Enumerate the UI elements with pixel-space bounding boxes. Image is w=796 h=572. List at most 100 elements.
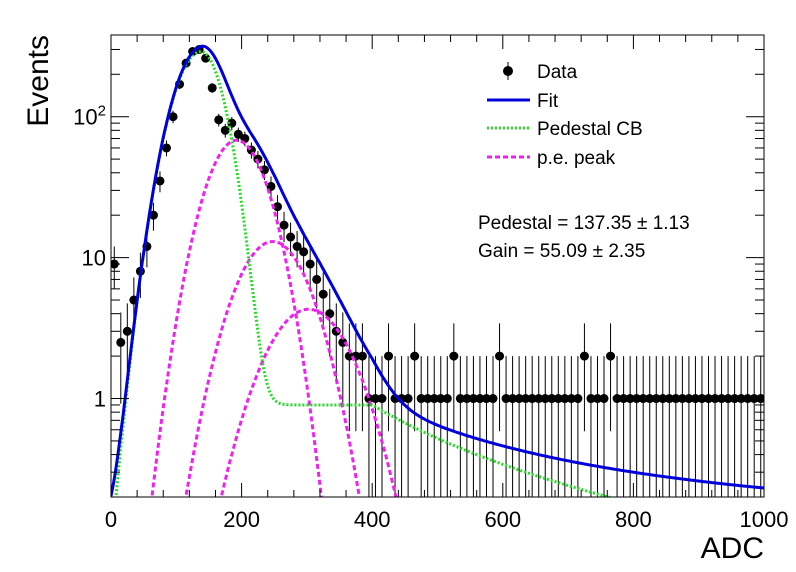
data-point <box>521 356 531 497</box>
data-point <box>403 356 413 497</box>
data-marker <box>521 394 531 404</box>
data-point <box>730 356 740 497</box>
data-marker <box>416 394 426 404</box>
data-point <box>690 356 700 497</box>
plot-area <box>111 44 764 497</box>
data-point <box>697 356 707 497</box>
data-marker <box>384 351 394 361</box>
data-point <box>468 356 478 497</box>
data-marker <box>573 394 583 404</box>
data-marker <box>736 394 746 404</box>
data-marker <box>540 394 550 404</box>
data-marker <box>710 394 720 404</box>
pe-peak-curve <box>219 307 398 497</box>
data-point <box>370 356 380 497</box>
data-point <box>325 288 335 357</box>
data-point <box>220 123 230 138</box>
data-point <box>279 211 289 243</box>
data-marker <box>162 143 172 153</box>
data-marker <box>612 394 622 404</box>
y-tick-exponent: 2 <box>98 103 106 120</box>
data-marker <box>501 394 511 404</box>
x-tick-label: 200 <box>223 507 260 532</box>
data-point <box>664 356 674 497</box>
data-point <box>227 117 237 130</box>
data-marker <box>651 394 661 404</box>
data-marker <box>717 394 727 404</box>
data-point <box>416 356 426 497</box>
data-marker <box>553 394 563 404</box>
gain-annotation: Gain = 55.09 ± 2.35 <box>478 241 645 262</box>
data-point <box>273 195 283 221</box>
legend-data-marker <box>503 66 513 76</box>
data-marker <box>436 394 446 404</box>
pedestal-annotation: Pedestal = 137.35 ± 1.13 <box>478 213 690 234</box>
data-marker <box>233 129 243 139</box>
data-marker <box>592 394 602 404</box>
data-marker <box>462 394 472 404</box>
data-point <box>579 323 589 432</box>
data-point <box>214 113 224 127</box>
x-tick-label: 800 <box>615 507 652 532</box>
data-point <box>566 356 576 497</box>
data-marker <box>273 202 283 212</box>
data-marker <box>423 394 433 404</box>
data-marker <box>292 241 302 251</box>
data-point <box>364 356 374 497</box>
data-marker <box>286 232 296 242</box>
data-marker <box>664 394 674 404</box>
data-point <box>553 356 563 497</box>
data-point <box>638 356 648 497</box>
y-tick-label: 10 <box>82 246 106 271</box>
legend-pe-label: p.e. peak <box>537 148 616 169</box>
data-marker <box>344 351 354 361</box>
data-marker <box>429 394 439 404</box>
data-marker <box>723 394 733 404</box>
data-marker <box>606 351 616 361</box>
data-marker <box>488 394 498 404</box>
data-point <box>495 323 505 432</box>
data-marker <box>259 165 269 175</box>
data-point <box>684 356 694 497</box>
data-marker <box>227 118 237 128</box>
data-marker <box>730 394 740 404</box>
x-tick-label: 1000 <box>740 507 789 532</box>
data-marker <box>690 394 700 404</box>
data-point <box>488 356 498 497</box>
data-point <box>547 356 557 497</box>
data-point <box>723 356 733 497</box>
data-marker <box>638 394 648 404</box>
data-marker <box>299 247 309 257</box>
data-point <box>671 356 681 497</box>
data-marker <box>318 289 328 299</box>
data-point <box>560 356 570 497</box>
x-axis-title: ADC <box>701 532 764 565</box>
data-marker <box>449 351 459 361</box>
data-point <box>312 259 322 309</box>
ticks-layer: 0 200 400 600 800 1000 1 10 102 <box>73 35 788 532</box>
data-marker <box>547 394 557 404</box>
data-point <box>429 356 439 497</box>
data-point <box>534 356 544 497</box>
data-marker <box>357 351 367 361</box>
data-marker <box>442 394 452 404</box>
legend-entry-pedestal: Pedestal CB <box>487 119 643 140</box>
data-point <box>501 356 511 497</box>
data-marker <box>671 394 681 404</box>
data-point <box>377 356 387 497</box>
data-marker <box>279 220 289 230</box>
data-layer <box>111 44 764 497</box>
legend-entry-fit: Fit <box>487 91 559 112</box>
data-marker <box>475 394 485 404</box>
data-point <box>455 356 465 497</box>
data-point <box>592 356 602 497</box>
y-axis-title: Events <box>22 35 55 127</box>
data-marker <box>155 176 165 186</box>
data-marker <box>214 115 224 125</box>
data-point <box>442 356 452 497</box>
data-point <box>233 127 243 142</box>
data-point <box>625 356 635 497</box>
data-marker <box>534 394 544 404</box>
data-point <box>703 356 713 497</box>
